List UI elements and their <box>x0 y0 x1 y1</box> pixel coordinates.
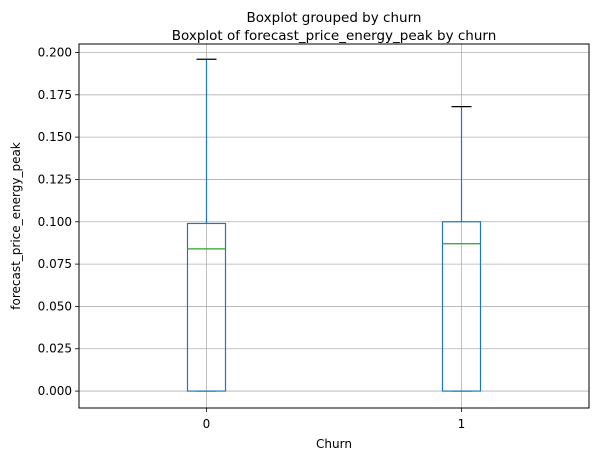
y-tick-label: 0.175 <box>38 88 72 102</box>
y-tick-label: 0.075 <box>38 257 72 271</box>
y-axis-label: forecast_price_energy_peak <box>9 142 23 310</box>
y-tick-label: 0.000 <box>38 384 72 398</box>
grid-lines <box>79 44 589 408</box>
chart-suptitle: Boxplot grouped by churn <box>247 10 422 26</box>
chart-title: Boxplot of forecast_price_energy_peak by… <box>172 28 497 44</box>
y-tick-label: 0.025 <box>38 342 72 356</box>
box-layer <box>186 58 482 392</box>
iqr-box <box>186 222 227 392</box>
y-tick-label: 0.050 <box>38 299 72 313</box>
plot-frame <box>78 43 590 409</box>
y-tick-label: 0.125 <box>38 172 72 186</box>
x-axis-label: Churn <box>316 437 352 451</box>
y-tick-label: 0.100 <box>38 215 72 229</box>
y-axis: 0.000 0.025 0.050 0.075 0.100 0.125 0.150 0.175… <box>38 45 79 398</box>
x-tick-label: 0 <box>203 417 211 431</box>
y-tick-label: 0.150 <box>38 130 72 144</box>
box-1 <box>441 106 482 392</box>
box-0 <box>186 58 227 392</box>
x-tick-label: 1 <box>458 417 466 431</box>
y-tick-label: 0.200 <box>38 45 72 59</box>
iqr-box <box>441 221 482 392</box>
